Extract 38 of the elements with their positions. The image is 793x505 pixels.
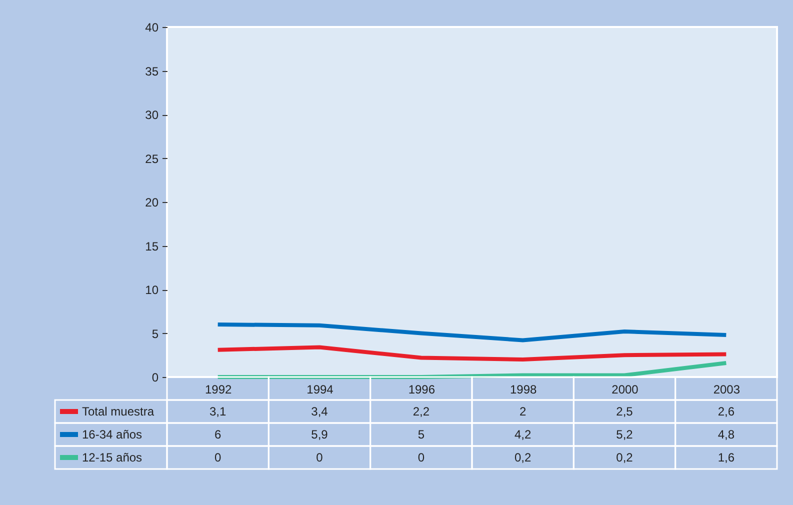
- data-label: 5: [418, 428, 425, 442]
- y-tick-label: 5: [152, 326, 159, 341]
- data-label: 3,4: [311, 404, 328, 418]
- data-label: 5,9: [311, 428, 328, 442]
- y-tick-label: 35: [145, 64, 159, 78]
- y-tick-label: 0: [152, 370, 159, 384]
- y-tick-label: 30: [145, 108, 159, 122]
- data-label: 0: [418, 450, 425, 464]
- x-tick-label: 2003: [713, 382, 740, 396]
- line-series: [216, 322, 728, 342]
- data-label: 0,2: [514, 450, 532, 464]
- data-label: 2,2: [412, 404, 430, 418]
- legend-label: 16-34 años: [82, 428, 142, 442]
- data-label: 0: [214, 450, 222, 464]
- data-label: 0: [316, 450, 324, 464]
- line-series: [216, 345, 728, 362]
- y-tick-label: 25: [145, 152, 159, 166]
- y-tick-label: 10: [145, 283, 159, 297]
- data-label: 4,8: [718, 428, 735, 442]
- legend-label: Total muestra: [82, 404, 154, 418]
- data-label: 4,2: [514, 428, 532, 442]
- data-label: 0,2: [616, 450, 634, 464]
- data-label: 2,6: [718, 404, 735, 418]
- data-label: 5,2: [616, 428, 634, 442]
- x-tick-label: 2000: [612, 382, 639, 396]
- data-label: 1,6: [718, 450, 735, 464]
- x-tick-label: 1994: [306, 382, 334, 396]
- y-tick-label: 40: [145, 20, 159, 34]
- data-label: 2: [519, 404, 526, 418]
- data-label: 6: [214, 428, 222, 442]
- data-label: 3,1: [209, 404, 226, 418]
- y-tick-label: 20: [145, 196, 159, 210]
- legend-label: 12-15 años: [82, 450, 142, 464]
- x-tick-label: 1996: [408, 382, 436, 396]
- x-tick-label: 1998: [510, 382, 538, 396]
- x-tick-label: 1992: [204, 382, 232, 396]
- data-label: 2,5: [616, 404, 634, 418]
- y-tick-label: 15: [145, 239, 159, 254]
